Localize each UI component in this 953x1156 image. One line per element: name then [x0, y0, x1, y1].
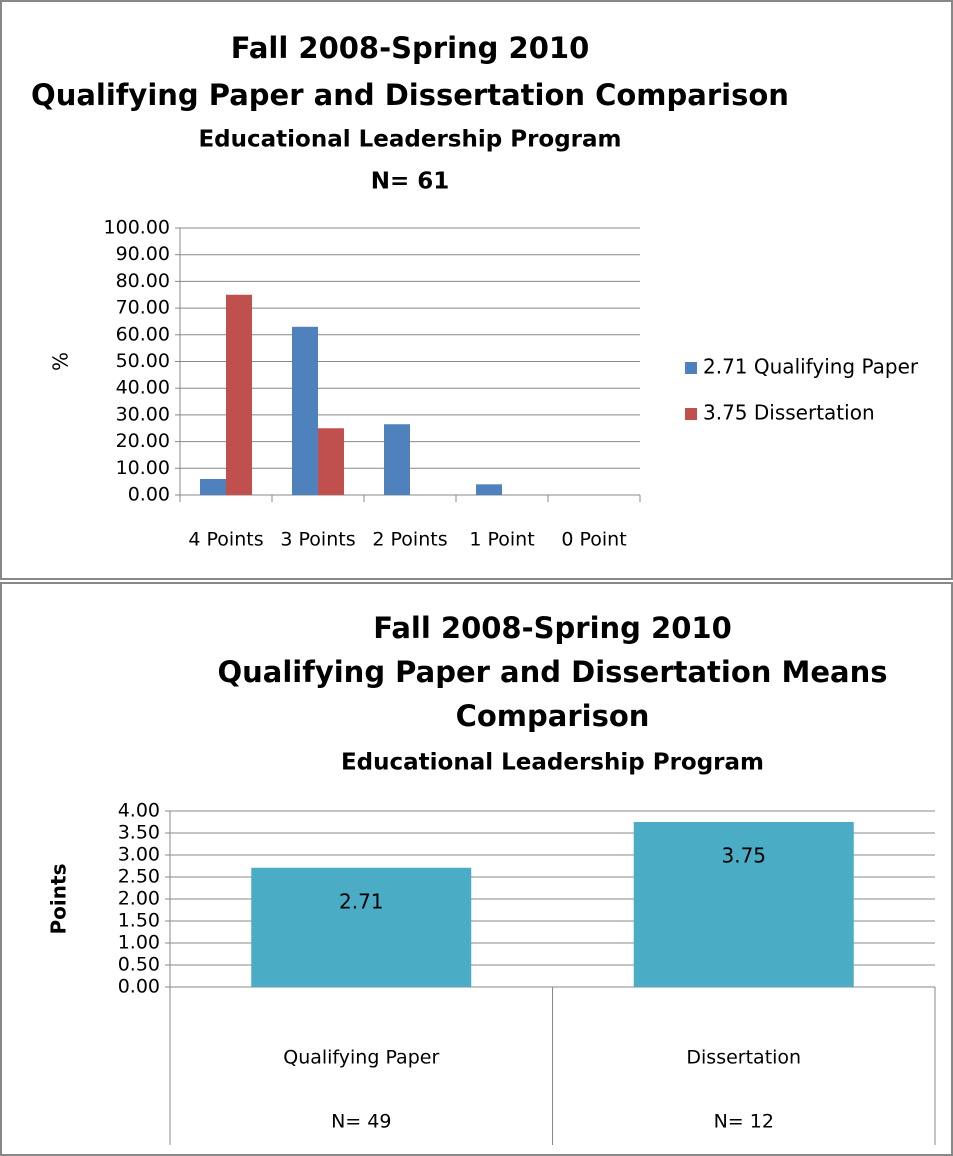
chart-border: [0, 582, 953, 1156]
y-axis-label: Points: [47, 864, 71, 935]
chart-title: Qualifying Paper and Dissertation Means: [217, 655, 887, 689]
bar: [292, 326, 318, 495]
chart-title: Qualifying Paper and Dissertation Compar…: [31, 78, 789, 112]
chart-subtitle: Educational Leadership Program: [198, 127, 621, 153]
y-tick-label: 1.00: [118, 932, 160, 954]
bar: [318, 428, 344, 495]
data-label: 2.71: [339, 889, 384, 913]
x-tick-label: 0 Point: [561, 529, 626, 551]
y-tick-label: 0.50: [118, 954, 160, 976]
bar: [226, 294, 252, 495]
chart-subtitle: N= 61: [371, 169, 450, 195]
y-tick-label: 90.00: [116, 243, 170, 265]
y-tick-label: 3.00: [118, 844, 160, 866]
y-tick-label: 3.50: [118, 822, 160, 844]
y-tick-label: 1.50: [118, 910, 160, 932]
y-tick-label: 50.00: [116, 350, 170, 372]
bar: [384, 424, 410, 495]
legend-label: 2.71 Qualifying Paper: [703, 355, 919, 379]
legend-label: 3.75 Dissertation: [703, 401, 875, 425]
x-tick-label: 1 Point: [469, 529, 534, 551]
y-axis-label: %: [49, 352, 73, 371]
chart-title: Comparison: [456, 699, 650, 733]
legend-swatch: [685, 408, 697, 420]
x-tick-label: 4 Points: [188, 529, 263, 551]
chart-title: Fall 2008-Spring 2010: [373, 611, 732, 645]
x-tick-label: Qualifying Paper: [283, 1047, 439, 1069]
x-tick-label: Dissertation: [686, 1047, 801, 1069]
x-count-label: N= 49: [331, 1111, 391, 1133]
y-tick-label: 4.00: [118, 800, 160, 822]
y-tick-label: 70.00: [116, 297, 170, 319]
y-tick-label: 0.00: [118, 976, 160, 998]
y-tick-label: 80.00: [116, 270, 170, 292]
x-count-label: N= 12: [714, 1111, 774, 1133]
x-tick-label: 2 Points: [372, 529, 447, 551]
bar: [633, 822, 854, 987]
y-tick-label: 30.00: [116, 403, 170, 425]
y-tick-label: 10.00: [116, 457, 170, 479]
bar: [200, 478, 226, 495]
y-tick-label: 60.00: [116, 323, 170, 345]
chart-title: Fall 2008-Spring 2010: [231, 31, 590, 65]
y-tick-label: 2.50: [118, 866, 160, 888]
y-tick-label: 0.00: [128, 484, 170, 506]
y-tick-label: 20.00: [116, 430, 170, 452]
bar: [251, 867, 472, 987]
x-tick-label: 3 Points: [280, 529, 355, 551]
y-tick-label: 100.00: [104, 217, 170, 239]
legend-swatch: [685, 362, 697, 374]
chart-subtitle: Educational Leadership Program: [341, 750, 764, 776]
chart-border: [0, 0, 953, 580]
data-label: 3.75: [721, 844, 766, 868]
y-tick-label: 2.00: [118, 888, 160, 910]
y-tick-label: 40.00: [116, 377, 170, 399]
bar: [476, 484, 502, 495]
